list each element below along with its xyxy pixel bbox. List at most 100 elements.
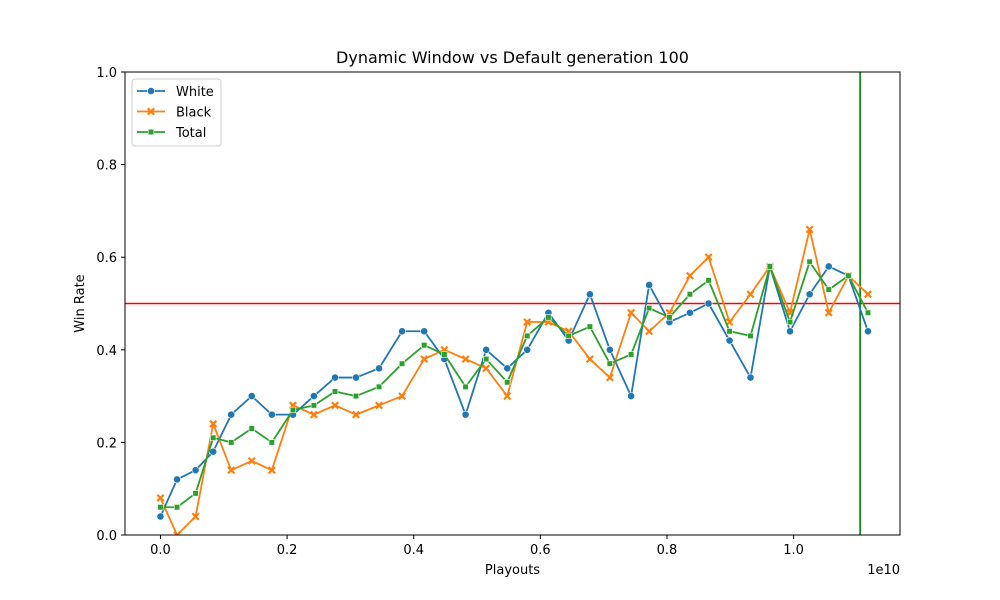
data-point-black [863,290,872,299]
data-point-black [173,531,182,535]
data-point-total [524,332,531,340]
data-point-white [482,345,491,354]
x-tick-label: 0.8 [657,543,678,558]
data-point-total [786,318,794,326]
data-point-white [247,392,256,400]
reference-lines [125,72,900,535]
x-tick-label: 0.0 [150,543,171,558]
data-point-total [606,360,613,367]
data-point-total [726,328,733,335]
data-point-black [247,456,256,465]
data-point-total [627,351,635,358]
data-point-black [805,225,814,234]
data-point-total [289,406,297,414]
data-point-white [420,327,429,336]
legend-box [131,78,222,147]
data-point-black [461,355,470,364]
data-point-white [605,345,614,354]
data-point-black [645,327,654,336]
y-axis-ticks: 0.0 0.2 0.4 0.6 0.8 1.0 [96,66,125,544]
data-point-total [545,314,552,321]
data-point-black [331,401,340,410]
y-tick-label: 1.0 [96,66,117,81]
data-point-total [825,286,832,293]
data-point-total [248,425,255,432]
data-point-total [586,323,593,330]
data-point-black [605,373,614,382]
data-point-white [585,290,594,299]
data-point-white [503,364,512,373]
legend-item-white: White [137,85,214,100]
data-point-total [747,332,754,340]
data-point-black [824,308,833,317]
y-tick-label: 0.6 [96,251,117,266]
data-point-total [462,383,469,390]
x-axis-label: Playouts [485,563,540,578]
data-point-black [585,355,594,364]
data-point-black [352,410,360,419]
data-point-white [704,299,713,308]
data-point-total [766,263,773,270]
x-tick-label: 1.0 [783,543,804,558]
y-tick-label: 0.2 [96,436,117,451]
data-point-black [375,401,384,410]
legend: White Black Total [131,78,222,147]
x-tick-label: 0.6 [530,543,551,558]
data-point-black [704,253,713,262]
chart-title: Dynamic Window vs Default generation 100 [336,48,689,67]
legend-item-black: Black [137,106,212,121]
data-point-total [666,314,673,321]
data-point-black [420,355,429,364]
legend-item-total: Total [137,126,206,141]
data-point-total [268,439,275,446]
data-point-total [157,504,164,511]
data-point-black [482,364,491,373]
data-point-white [725,336,734,345]
data-point-total [398,360,406,367]
data-point-white [686,308,694,317]
data-point-black [685,271,694,280]
data-point-white [746,373,755,382]
x-axis-offset-label: 1e10 [867,563,900,578]
data-point-total [228,439,235,446]
data-point-white [156,512,165,521]
data-point-black [627,308,636,317]
data-point-black [309,410,318,419]
data-point-black [503,392,512,401]
axes-frame [124,71,901,536]
legend-label-white: White [176,85,214,100]
y-tick-label: 0.4 [96,344,117,359]
data-point-white [645,281,654,289]
data-point-white [375,364,383,373]
data-point-total [806,258,813,265]
data-point-total [845,272,852,279]
x-tick-label: 0.4 [403,543,424,558]
data-point-white [398,327,406,336]
data-point-white [786,327,794,336]
data-point-total [421,342,428,349]
data-point-white [864,327,872,336]
data-point-white [267,410,276,419]
y-tick-label: 0.8 [96,159,117,174]
data-point-white [331,373,339,382]
data-point-white [627,392,635,400]
data-point-white [173,475,181,484]
data-point-white [824,262,833,271]
data-point-total [864,309,872,316]
data-point-total [310,402,318,409]
series-total [157,258,872,511]
data-point-white [805,290,814,299]
data-point-white [227,410,236,419]
series-layer [156,225,872,535]
data-point-total [483,355,490,363]
x-axis-ticks: 0.0 0.2 0.4 0.6 0.8 1.0 [150,535,804,558]
legend-swatch-marker [147,87,155,95]
data-point-total [375,383,383,390]
data-point-total [352,392,360,400]
data-point-white [191,466,200,475]
data-point-black [227,466,236,475]
data-point-black [209,419,218,428]
data-point-total [646,305,653,312]
data-point-total [331,388,339,395]
